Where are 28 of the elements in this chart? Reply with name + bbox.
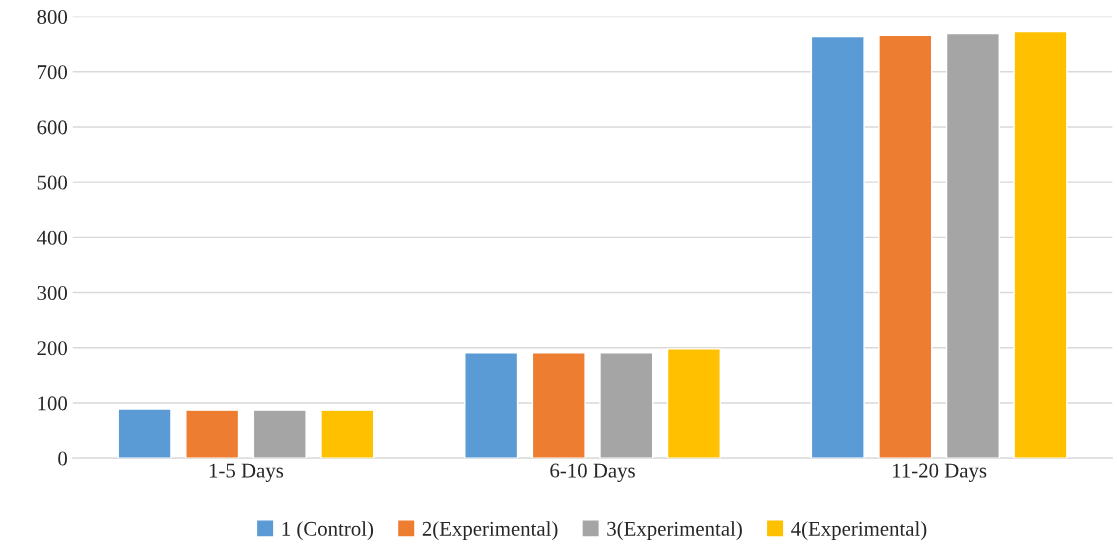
bar — [945, 32, 1000, 459]
bar — [320, 409, 375, 459]
y-tick-label: 300 — [37, 285, 68, 300]
bar — [666, 348, 721, 459]
x-tick-label: 6-10 Days — [550, 463, 635, 482]
bar — [464, 352, 519, 459]
legend-label: 2(Experimental) — [422, 521, 558, 541]
bar — [252, 409, 307, 459]
bar — [1013, 30, 1068, 459]
y-tick-label: 800 — [37, 9, 68, 24]
x-tick-label: 1-5 Days — [209, 463, 284, 482]
y-tick-label: 0 — [58, 451, 68, 466]
legend-label: 4(Experimental) — [791, 521, 927, 541]
legend-label: 1 (Control) — [282, 521, 374, 541]
bar — [810, 35, 865, 459]
y-tick-label: 700 — [37, 65, 68, 80]
bar — [117, 408, 172, 459]
y-tick-label: 600 — [37, 120, 68, 135]
y-tick-label: 100 — [38, 396, 68, 411]
bar — [599, 352, 654, 459]
x-tick-label: 11-20 Days — [893, 463, 987, 482]
bar — [531, 352, 586, 459]
y-tick-label: 500 — [37, 175, 68, 190]
legend-label: 3(Experimental) — [607, 521, 742, 541]
bar — [878, 34, 933, 459]
y-tick-label: 400 — [36, 230, 68, 245]
y-tick-label: 200 — [37, 341, 68, 356]
bar — [185, 409, 240, 459]
